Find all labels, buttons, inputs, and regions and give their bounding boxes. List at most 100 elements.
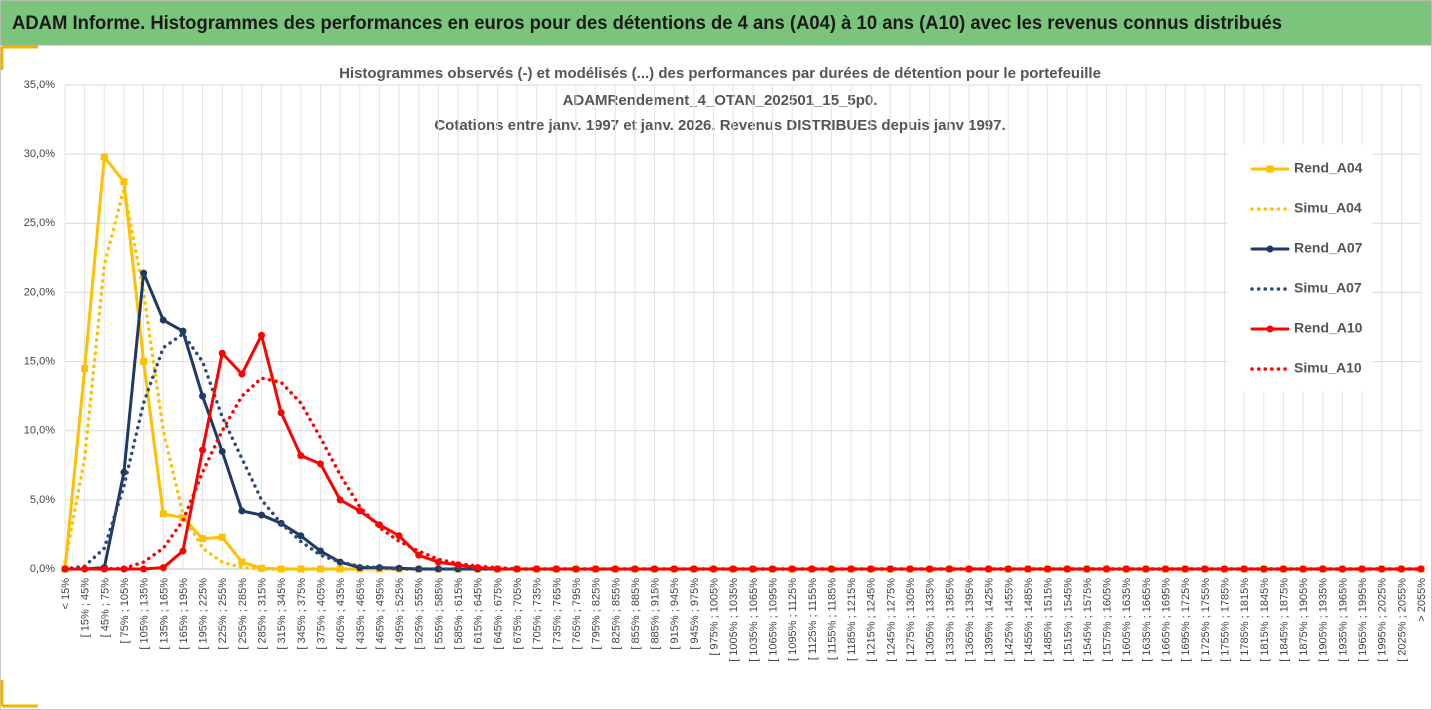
x-tick-label: [ 1185% ; 1215% [846, 578, 858, 661]
marker [140, 565, 148, 573]
marker [277, 409, 285, 417]
legend-marker [1266, 325, 1274, 333]
x-tick-label: [ 1155% ; 1185% [826, 578, 838, 660]
legend-marker [1266, 245, 1274, 253]
x-tick-label: [ 525% ; 555% [414, 578, 426, 650]
y-tick-label: 30,0% [24, 148, 55, 160]
x-tick-label: [ 1665% ; 1695% [1161, 578, 1173, 662]
marker [179, 547, 187, 555]
x-tick-label: [ 1695% ; 1725% [1180, 578, 1192, 662]
x-tick-label: [ 495% ; 525% [394, 578, 406, 650]
legend-box [1228, 145, 1372, 391]
y-tick-label: 20,0% [24, 286, 55, 298]
x-tick-label: [ 1035% ; 1065% [748, 578, 760, 662]
x-tick-label: [ 1125% ; 1155% [807, 578, 819, 660]
x-tick-label: [ 135% ; 165% [158, 578, 170, 650]
x-tick-label: [ 1905% ; 1935% [1318, 578, 1330, 662]
marker [120, 468, 128, 476]
legend-label: Simu_A07 [1294, 280, 1362, 296]
marker [788, 565, 796, 573]
x-tick-label: [ 285% ; 315% [257, 578, 269, 650]
x-tick-label: [ 1095% ; 1125% [787, 578, 799, 661]
marker [297, 532, 305, 540]
marker [768, 565, 776, 573]
marker [906, 565, 914, 573]
marker [159, 316, 167, 324]
y-tick-label: 0,0% [30, 563, 55, 575]
marker [120, 178, 128, 186]
x-tick-label: [ 1365% ; 1395% [964, 578, 976, 662]
x-tick-label: [ 735% ; 765% [551, 578, 563, 650]
x-tick-label: [ 1785% ; 1815% [1239, 578, 1251, 662]
x-tick-label: [ 765% ; 795% [571, 578, 583, 650]
y-tick-label: 15,0% [24, 355, 55, 367]
x-tick-label: [ 1845% ; 1875% [1278, 578, 1290, 662]
x-tick-label: [ 75% ; 105% [119, 578, 131, 644]
marker [592, 565, 600, 573]
x-tick-label: [ 1305% ; 1335% [925, 578, 937, 662]
marker [867, 565, 875, 573]
x-tick-label: [ 1815% ; 1845% [1259, 578, 1271, 662]
x-tick-label: [ 1215% ; 1245% [866, 578, 878, 662]
marker [356, 507, 364, 515]
x-tick-label: < 15% [60, 578, 72, 610]
marker [199, 446, 207, 454]
x-tick-label: [ 45% ; 75% [99, 578, 111, 638]
marker [238, 507, 246, 515]
x-tick-label: [ 615% ; 645% [473, 578, 485, 650]
x-tick-label: [ 405% ; 435% [335, 578, 347, 650]
x-tick-label: [ 1605% ; 1635% [1121, 578, 1133, 662]
y-tick-label: 35,0% [24, 79, 55, 91]
marker [336, 496, 344, 504]
x-tick-label: [ 975% ; 1005% [709, 578, 721, 656]
marker [572, 565, 580, 573]
marker [886, 565, 894, 573]
x-tick-label: [ 465% ; 495% [374, 578, 386, 650]
chart-title: Histogrammes observés (-) et modélisés (… [339, 65, 1101, 82]
x-tick-label: [ 255% ; 285% [237, 578, 249, 650]
x-tick-label: [ 165% ; 195% [178, 578, 190, 650]
x-tick-label: [ 945% ; 975% [689, 578, 701, 650]
marker [847, 565, 855, 573]
legend-label: Simu_A04 [1294, 200, 1362, 216]
chart-title: Cotations entre janv. 1997 et janv. 2026… [434, 117, 1005, 134]
marker [159, 510, 167, 518]
header-title: ADAM Informe. Histogrammes des performan… [12, 13, 1282, 34]
marker [218, 349, 226, 357]
marker [827, 565, 835, 573]
x-tick-label: [ 585% ; 615% [453, 578, 465, 650]
y-tick-label: 5,0% [30, 494, 55, 506]
marker [159, 564, 167, 572]
chart-title: ADAMRendement_4_OTAN_202501_15_5p0. [563, 92, 878, 109]
marker [100, 153, 108, 161]
marker [395, 532, 403, 540]
x-tick-label: [ 1485% ; 1515% [1043, 578, 1055, 662]
marker [316, 460, 324, 468]
x-tick-label: [ 1425% ; 1455% [1003, 578, 1015, 662]
marker [611, 565, 619, 573]
y-tick-label: 10,0% [24, 425, 55, 437]
x-tick-label: [ 1965% ; 1995% [1357, 578, 1369, 662]
marker [1417, 565, 1425, 573]
x-tick-label: [ 2025% ; 2055% [1396, 578, 1408, 662]
marker [749, 565, 757, 573]
marker [81, 364, 89, 372]
legend-label: Simu_A10 [1294, 360, 1362, 376]
x-tick-label: [ 1875% ; 1905% [1298, 578, 1310, 662]
x-tick-label: [ 105% ; 135% [139, 578, 151, 650]
x-tick-label: [ 1245% ; 1275% [885, 578, 897, 662]
x-tick-label: [ 555% ; 585% [433, 578, 445, 650]
marker [729, 565, 737, 573]
legend-marker [1266, 165, 1274, 173]
x-tick-label: > 2055% [1416, 578, 1428, 622]
x-tick-label: [ 1575% ; 1605% [1102, 578, 1114, 662]
x-tick-label: [ 375% ; 405% [315, 578, 327, 650]
x-tick-label: [ 225% ; 255% [217, 578, 229, 650]
marker [238, 370, 246, 378]
marker [238, 558, 246, 566]
x-tick-label: [ 315% ; 345% [276, 578, 288, 650]
marker [552, 565, 560, 573]
x-tick-label: [ 1935% ; 1965% [1337, 578, 1349, 662]
